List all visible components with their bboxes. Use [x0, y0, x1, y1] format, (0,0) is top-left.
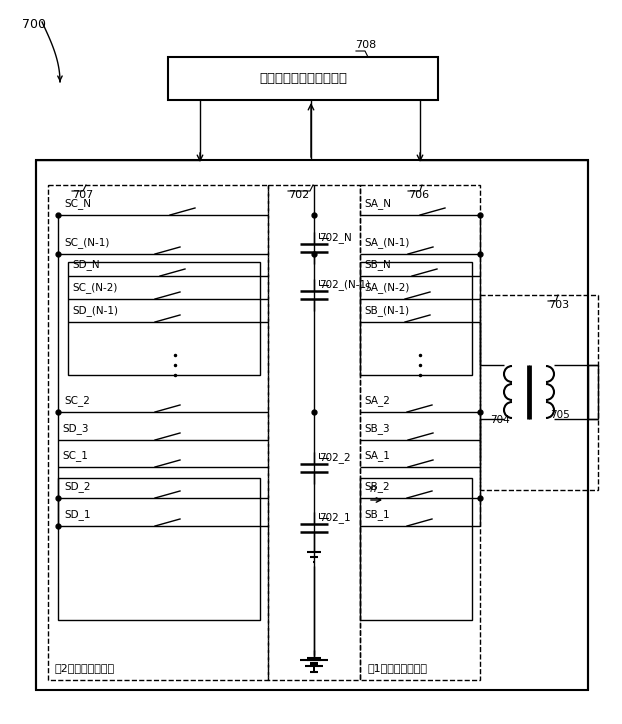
Text: 第2スイッチアレイ: 第2スイッチアレイ — [55, 663, 115, 673]
Text: SA_2: SA_2 — [364, 395, 390, 406]
Text: SA_N: SA_N — [364, 198, 391, 209]
Text: 702_(N-1): 702_(N-1) — [319, 279, 370, 290]
Text: SD_2: SD_2 — [64, 481, 90, 492]
Text: SC_(N-1): SC_(N-1) — [64, 237, 109, 248]
Text: SC_N: SC_N — [64, 198, 91, 209]
Text: SC_1: SC_1 — [62, 450, 88, 461]
Text: 702_N: 702_N — [319, 232, 352, 243]
Text: SA_(N-1): SA_(N-1) — [364, 237, 409, 248]
Text: 704: 704 — [490, 415, 510, 425]
Text: n: n — [369, 484, 376, 494]
Text: 703: 703 — [548, 300, 569, 310]
Text: SD_1: SD_1 — [64, 509, 90, 520]
Text: SC_(N-2): SC_(N-2) — [72, 282, 118, 293]
Text: SB_N: SB_N — [364, 259, 391, 270]
Text: 検出および制御ユニット: 検出および制御ユニット — [259, 72, 347, 85]
Text: 706: 706 — [408, 190, 429, 200]
Text: SB_(N-1): SB_(N-1) — [364, 305, 409, 316]
Text: SD_N: SD_N — [72, 259, 100, 270]
Text: SA_1: SA_1 — [364, 450, 390, 461]
Text: 708: 708 — [355, 40, 376, 50]
Text: SB_1: SB_1 — [364, 509, 389, 520]
Text: 702_1: 702_1 — [319, 512, 351, 523]
Text: 707: 707 — [72, 190, 93, 200]
Text: 700: 700 — [22, 18, 46, 31]
Text: SA_(N-2): SA_(N-2) — [364, 282, 409, 293]
Text: SB_3: SB_3 — [364, 423, 389, 434]
Text: SD_(N-1): SD_(N-1) — [72, 305, 118, 316]
Text: 第1スイッチアレイ: 第1スイッチアレイ — [368, 663, 428, 673]
Text: SC_2: SC_2 — [64, 395, 90, 406]
Text: 702_2: 702_2 — [319, 452, 351, 463]
Text: 705: 705 — [550, 410, 570, 420]
Text: 702: 702 — [288, 190, 309, 200]
Text: SB_2: SB_2 — [364, 481, 389, 492]
Text: SD_3: SD_3 — [62, 423, 88, 434]
